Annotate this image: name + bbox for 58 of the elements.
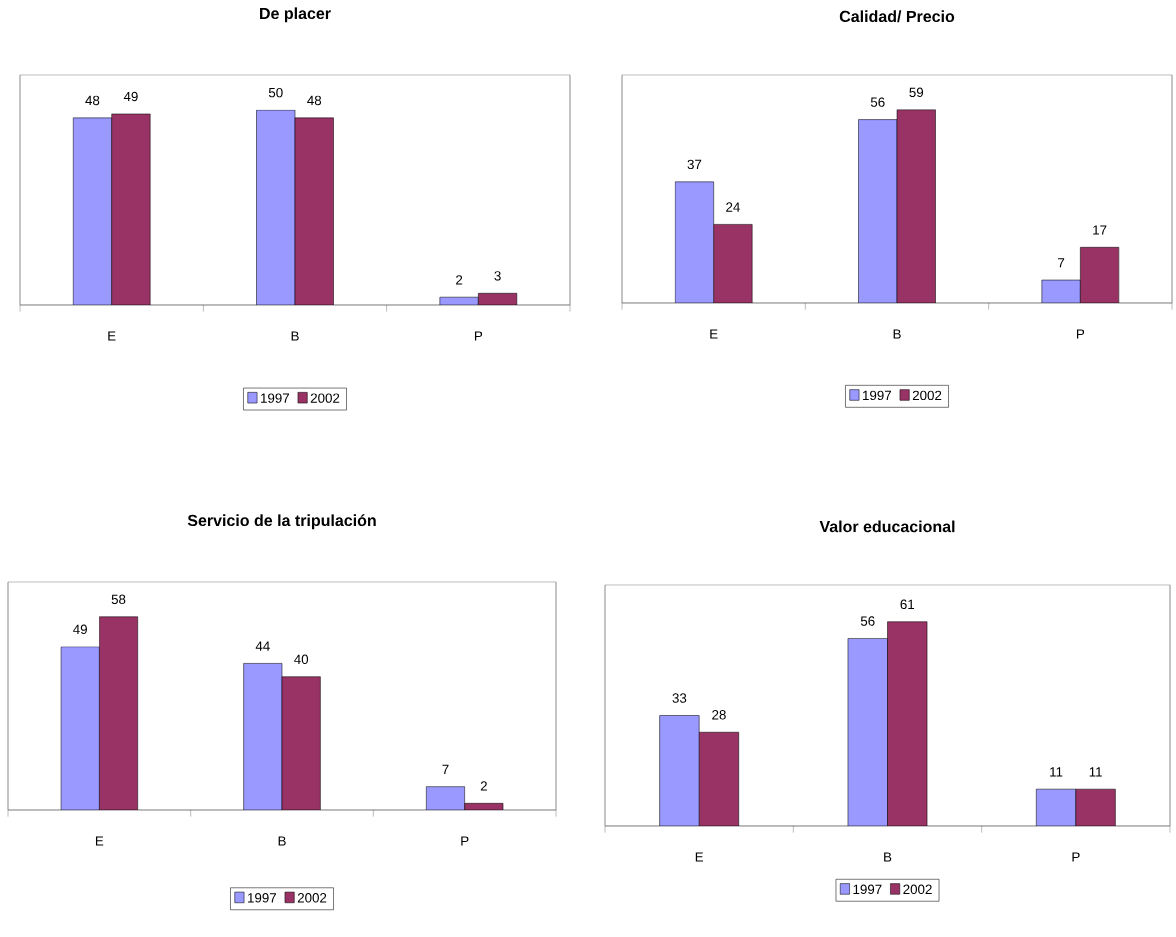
legend-label: 2002 [310,393,340,403]
legend-label: 1997 [248,893,277,903]
data-label: 2 [456,275,463,285]
data-label: 56 [860,616,875,626]
data-label: 59 [909,87,924,98]
x-tick-label: E [95,836,104,846]
legend-label: 2002 [297,893,327,903]
legend-label: 1997 [261,393,290,403]
legend-label: 1997 [853,884,882,895]
chart-title: De placer [260,7,331,23]
x-tick-label: E [108,331,116,341]
data-label: 48 [307,95,322,106]
data-label: 11 [1050,767,1063,777]
data-label: 11 [1089,767,1102,777]
bar [99,616,138,810]
chart-title: Calidad/ Precio [839,10,955,23]
bar [713,224,753,303]
x-tick-label: E [695,852,704,862]
bar [295,117,334,305]
legend-label: 1997 [863,390,892,401]
data-label: 61 [900,599,915,610]
x-tick-label: P [1076,329,1085,339]
data-label: 3 [494,271,501,281]
x-tick-label: E [710,329,718,339]
data-label: 40 [294,654,309,665]
x-tick-label: P [1072,852,1080,862]
data-label: 49 [123,91,138,102]
data-label: 2 [480,781,487,791]
bar [1080,247,1120,303]
data-label: 44 [255,641,270,651]
bar [659,715,700,826]
data-label: 50 [268,87,283,98]
bar [897,109,936,303]
data-label: 24 [726,202,740,212]
x-tick-label: B [884,852,892,862]
legend-label: 2002 [903,884,932,895]
legend-label: 2002 [912,390,942,401]
bar [282,676,321,810]
data-label: 48 [85,95,100,106]
bar [111,113,151,305]
x-tick-label: B [893,329,901,339]
x-tick-label: B [278,836,286,846]
chart-title: Valor educacional [819,520,955,533]
data-label: 49 [73,624,87,635]
data-label: 58 [111,594,126,605]
x-tick-label: P [461,836,469,846]
data-label: 28 [712,710,726,720]
data-label: 7 [1058,258,1065,268]
chart-title: Servicio de la tripulación [187,514,376,530]
data-label: 7 [442,764,449,774]
bar [847,638,888,826]
bar [1036,788,1077,826]
data-label: 33 [672,693,687,703]
data-label: 56 [870,97,885,107]
data-label: 37 [687,159,702,170]
x-tick-label: P [474,331,483,341]
x-tick-label: B [291,331,299,341]
data-label: 17 [1093,225,1107,235]
